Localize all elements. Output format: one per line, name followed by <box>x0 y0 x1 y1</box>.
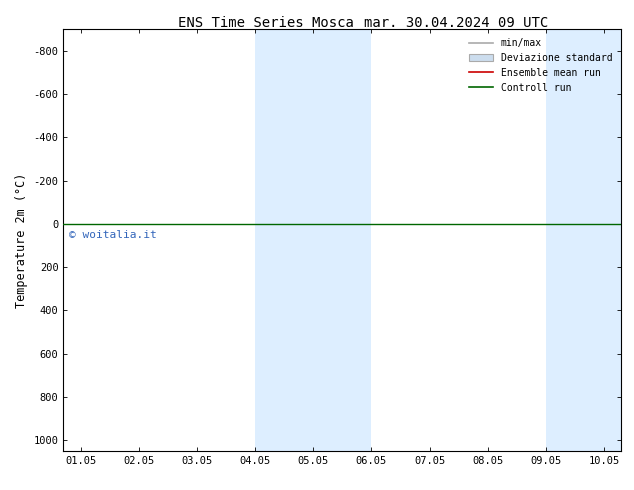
Text: mar. 30.04.2024 09 UTC: mar. 30.04.2024 09 UTC <box>365 16 548 30</box>
Y-axis label: Temperature 2m (°C): Temperature 2m (°C) <box>15 172 28 308</box>
Legend: min/max, Deviazione standard, Ensemble mean run, Controll run: min/max, Deviazione standard, Ensemble m… <box>465 34 616 97</box>
Text: © woitalia.it: © woitalia.it <box>69 229 157 240</box>
Text: ENS Time Series Mosca: ENS Time Series Mosca <box>178 16 354 30</box>
Bar <box>255 29 372 451</box>
Bar <box>546 29 633 451</box>
